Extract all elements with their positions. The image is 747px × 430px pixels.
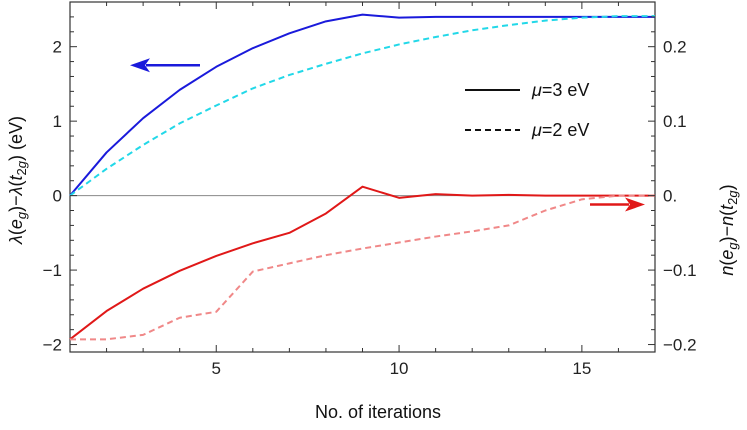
series-group (69, 13, 655, 341)
y-axis-label-left: λ(eg)−λ(t2g) (eV) (6, 116, 29, 245)
y-tick-label-left: 1 (53, 112, 62, 131)
x-tick-label: 10 (390, 359, 409, 378)
y-tick-label-right: −0.1 (663, 261, 697, 280)
y-tick-label-left: 0 (53, 187, 62, 206)
arrow-head-0 (130, 58, 150, 73)
y-tick-label-left: −1 (43, 261, 62, 280)
series-line-1 (69, 15, 655, 197)
y-tick-label-right: −0.2 (663, 336, 697, 355)
y-axis-label-right: n(eg)−n(t2g) (717, 184, 740, 275)
y-tick-label-right: 0. (663, 187, 677, 206)
legend-label-0: μ=3 eV (531, 80, 589, 100)
y-tick-label-left: −2 (43, 336, 62, 355)
legend: μ=3 eV μ=2 eV (465, 80, 589, 140)
x-tick-label: 5 (212, 359, 221, 378)
series-line-0 (69, 13, 655, 197)
y-tick-label-right: 0.2 (663, 38, 687, 57)
plot-frame (69, 1, 656, 353)
x-tick-label: 15 (572, 359, 591, 378)
x-axis-label: No. of iterations (315, 402, 441, 422)
y-tick-label-right: 0.1 (663, 112, 687, 131)
tick-labels-group: 5 10 15 −2 −1 0 1 2 −0.2 −0.1 0. 0.1 0.2 (43, 38, 697, 378)
legend-label-1: μ=2 eV (531, 120, 589, 140)
y-tick-label-left: 2 (53, 38, 62, 57)
ticks-group (69, 1, 656, 352)
series-line-3 (70, 194, 655, 341)
series-line-2 (69, 185, 655, 341)
arrow-head-1 (625, 197, 645, 212)
plot-border (69, 1, 656, 353)
annotations (130, 58, 645, 212)
